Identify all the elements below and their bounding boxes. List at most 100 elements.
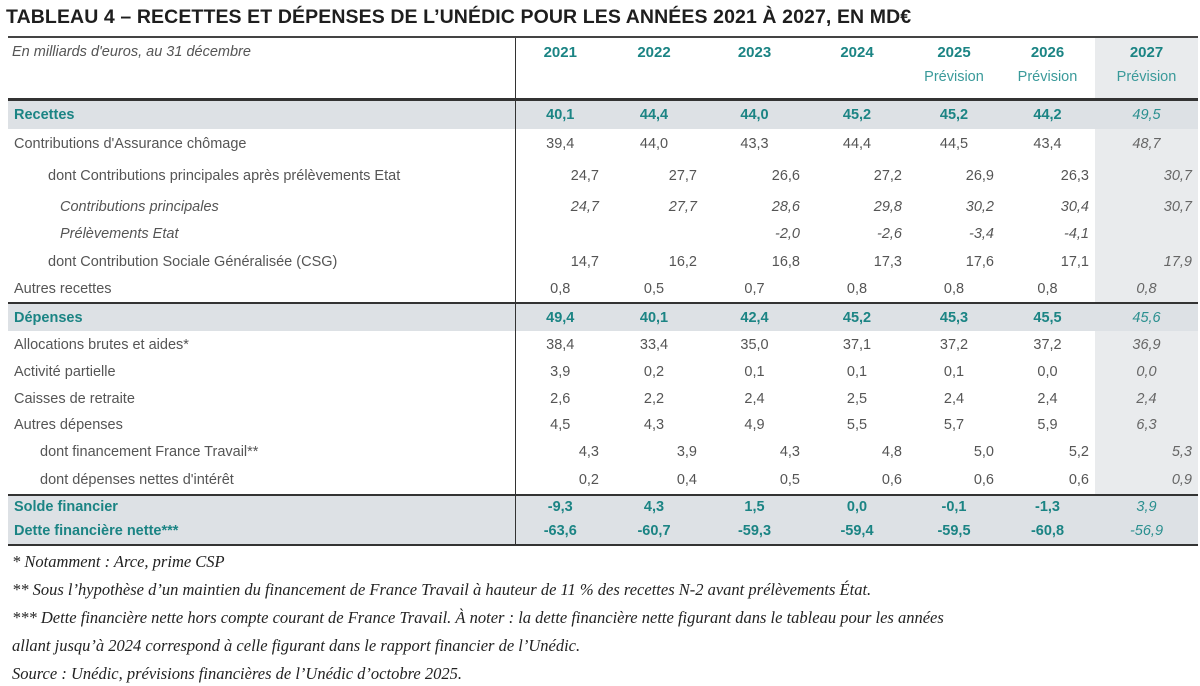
cell-2026: 37,2 bbox=[1033, 336, 1062, 353]
cell-2023: 44,0 bbox=[703, 99, 806, 129]
cell-2021: 4,3 bbox=[578, 444, 599, 460]
cell-2025: 0,8 bbox=[943, 281, 965, 297]
table-row: Contributions principales 24,7 27,7 28,6 29,… bbox=[8, 192, 1198, 221]
cell-2022: 0,4 bbox=[676, 472, 697, 488]
row-label: Allocations brutes et aides* bbox=[8, 331, 516, 358]
cell-2026: 26,3 bbox=[1060, 167, 1089, 184]
forecast-label: Prévision bbox=[1116, 69, 1177, 85]
cell-2023: 42,4 bbox=[703, 303, 806, 331]
cell-2026: 17,1 bbox=[1060, 253, 1089, 270]
cell-2027: 0,8 bbox=[1095, 276, 1198, 303]
cell-2023: 2,4 bbox=[744, 390, 765, 407]
cell-2022: -60,7 bbox=[605, 518, 703, 545]
year-header-2023: 2023 bbox=[703, 37, 806, 100]
cell-2027: 45,6 bbox=[1095, 303, 1198, 331]
year-label: 2023 bbox=[737, 44, 772, 61]
year-header-2022: 2022 bbox=[605, 37, 703, 100]
row-label: Dépenses bbox=[8, 303, 516, 331]
table-row: dont financement France Travail** 4,3 3,9 4… bbox=[8, 438, 1198, 466]
cell-2026: 2,4 bbox=[1037, 390, 1058, 407]
cell-2026: 43,4 bbox=[1033, 136, 1062, 152]
cell-2025: 45,2 bbox=[908, 99, 1000, 129]
cell-2025: -59,5 bbox=[908, 518, 1000, 545]
row-label: Prélèvements Etat bbox=[8, 221, 516, 247]
cell-2026: 0,8 bbox=[1037, 281, 1058, 297]
forecast-label: Prévision bbox=[924, 69, 984, 85]
cell-2022: 40,1 bbox=[605, 303, 703, 331]
footnote: * Notamment : Arce, prime CSP bbox=[12, 552, 225, 571]
cell-2023: -59,3 bbox=[703, 518, 806, 545]
cell-2027: 0,0 bbox=[1095, 358, 1198, 385]
year-label: 2026 bbox=[1030, 44, 1065, 61]
row-label: dont Contributions principales après pré… bbox=[8, 159, 516, 192]
cell-2022: 2,2 bbox=[643, 390, 665, 407]
cell-2024: 45,2 bbox=[806, 303, 908, 331]
year-label: 2025 bbox=[937, 44, 971, 61]
cell-2025: 17,6 bbox=[965, 253, 994, 270]
cell-2022: 27,7 bbox=[668, 167, 697, 184]
cell-2024: 5,5 bbox=[846, 417, 868, 433]
cell-2021: 38,4 bbox=[546, 336, 575, 353]
row-label: Autres dépenses bbox=[8, 412, 516, 438]
unit-label: En milliards d'euros, au 31 décembre bbox=[8, 37, 516, 100]
cell-2021: -9,3 bbox=[515, 495, 605, 518]
cell-2024: 4,8 bbox=[881, 444, 902, 460]
year-header-2024: 2024 bbox=[806, 37, 908, 100]
year-header-2026: 2026 Prévision bbox=[1000, 37, 1095, 100]
cell-2021: 24,7 bbox=[570, 167, 599, 184]
cell-2025: 2,4 bbox=[943, 390, 965, 407]
cell-2027: -56,9 bbox=[1095, 518, 1198, 545]
table-row: Caisses de retraite 2,6 2,2 2,4 2,5 2,4 2,4 2,4 bbox=[8, 385, 1198, 412]
cell-2025: 0,6 bbox=[973, 472, 994, 488]
row-label: dont financement France Travail** bbox=[8, 438, 516, 466]
row-label: Contributions d'Assurance chômage bbox=[8, 129, 516, 159]
cell-2022: 0,5 bbox=[643, 281, 665, 297]
cell-2025: 45,3 bbox=[908, 303, 1000, 331]
cell-2024: 27,2 bbox=[873, 167, 902, 184]
cell-2025: 37,2 bbox=[939, 336, 969, 353]
table-row: Dette financière nette*** -63,6 -60,7 -59,3… bbox=[8, 518, 1198, 545]
cell-2022: 0,2 bbox=[643, 363, 665, 380]
cell-2027: 3,9 bbox=[1095, 495, 1198, 518]
cell-2022: 44,4 bbox=[605, 99, 703, 129]
cell-2025: 30,2 bbox=[965, 198, 994, 215]
table-row: Solde financier -9,3 4,3 1,5 0,0 -0,1 -1,3 3,9 bbox=[8, 495, 1198, 518]
cell-2025: 5,0 bbox=[973, 444, 994, 460]
cell-2021: 0,2 bbox=[578, 472, 599, 488]
footnote: ** Sous l’hypothèse d’un maintien du fin… bbox=[12, 580, 872, 599]
footnote: allant jusqu’à 2024 correspond à celle f… bbox=[12, 636, 581, 655]
cell-2024: -59,4 bbox=[806, 518, 908, 545]
forecast-label: Prévision bbox=[1017, 69, 1078, 85]
footnote: *** Dette financière nette hors compte c… bbox=[12, 608, 944, 627]
footnote: Source : Unédic, prévisions financières … bbox=[12, 664, 462, 683]
cell-2021: 49,4 bbox=[515, 303, 605, 331]
cell-2024: 45,2 bbox=[806, 99, 908, 129]
cell-2023: 0,1 bbox=[744, 363, 765, 380]
cell-2023: 35,0 bbox=[740, 336, 769, 353]
table-row: Prélèvements Etat -2,0 -2,6 -3,4 -4,1 bbox=[8, 221, 1198, 247]
cell-2023: -2,0 bbox=[775, 226, 800, 242]
year-label: 2024 bbox=[840, 44, 874, 61]
table-title: TABLEAU 4 – RECETTES ET DÉPENSES DE L’UN… bbox=[6, 6, 912, 28]
cell-2027 bbox=[1095, 221, 1198, 247]
cell-2027: 36,9 bbox=[1095, 331, 1198, 358]
row-label: Contributions principales bbox=[8, 192, 516, 221]
table-row: Autres dépenses 4,5 4,3 4,9 5,5 5,7 5,9 6,3 bbox=[8, 412, 1198, 438]
table-row: Dépenses 49,4 40,1 42,4 45,2 45,3 45,5 45,6 bbox=[8, 303, 1198, 331]
cell-2021: 0,8 bbox=[550, 281, 571, 297]
cell-2021: 2,6 bbox=[550, 390, 571, 407]
cell-2021: 39,4 bbox=[546, 136, 575, 152]
cell-2025: -0,1 bbox=[908, 495, 1000, 518]
row-label: dont Contribution Sociale Généralisée (C… bbox=[8, 247, 516, 276]
cell-2025: 44,5 bbox=[939, 136, 969, 152]
table-row: dont Contributions principales après pré… bbox=[8, 159, 1198, 192]
table-row: Activité partielle 3,9 0,2 0,1 0,1 0,1 0,0 0,0 bbox=[8, 358, 1198, 385]
cell-2023: 43,3 bbox=[740, 136, 769, 152]
row-label: Recettes bbox=[8, 99, 516, 129]
table-header: En milliards d'euros, au 31 décembre 202… bbox=[8, 37, 1198, 100]
cell-2023: 26,6 bbox=[771, 167, 800, 184]
cell-2023: 4,3 bbox=[779, 444, 800, 460]
cell-2024: 0,6 bbox=[881, 472, 902, 488]
cell-2026: 0,6 bbox=[1068, 472, 1089, 488]
cell-2025: -3,4 bbox=[969, 226, 994, 242]
